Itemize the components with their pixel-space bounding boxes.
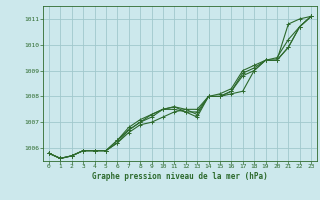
X-axis label: Graphe pression niveau de la mer (hPa): Graphe pression niveau de la mer (hPa) <box>92 172 268 181</box>
